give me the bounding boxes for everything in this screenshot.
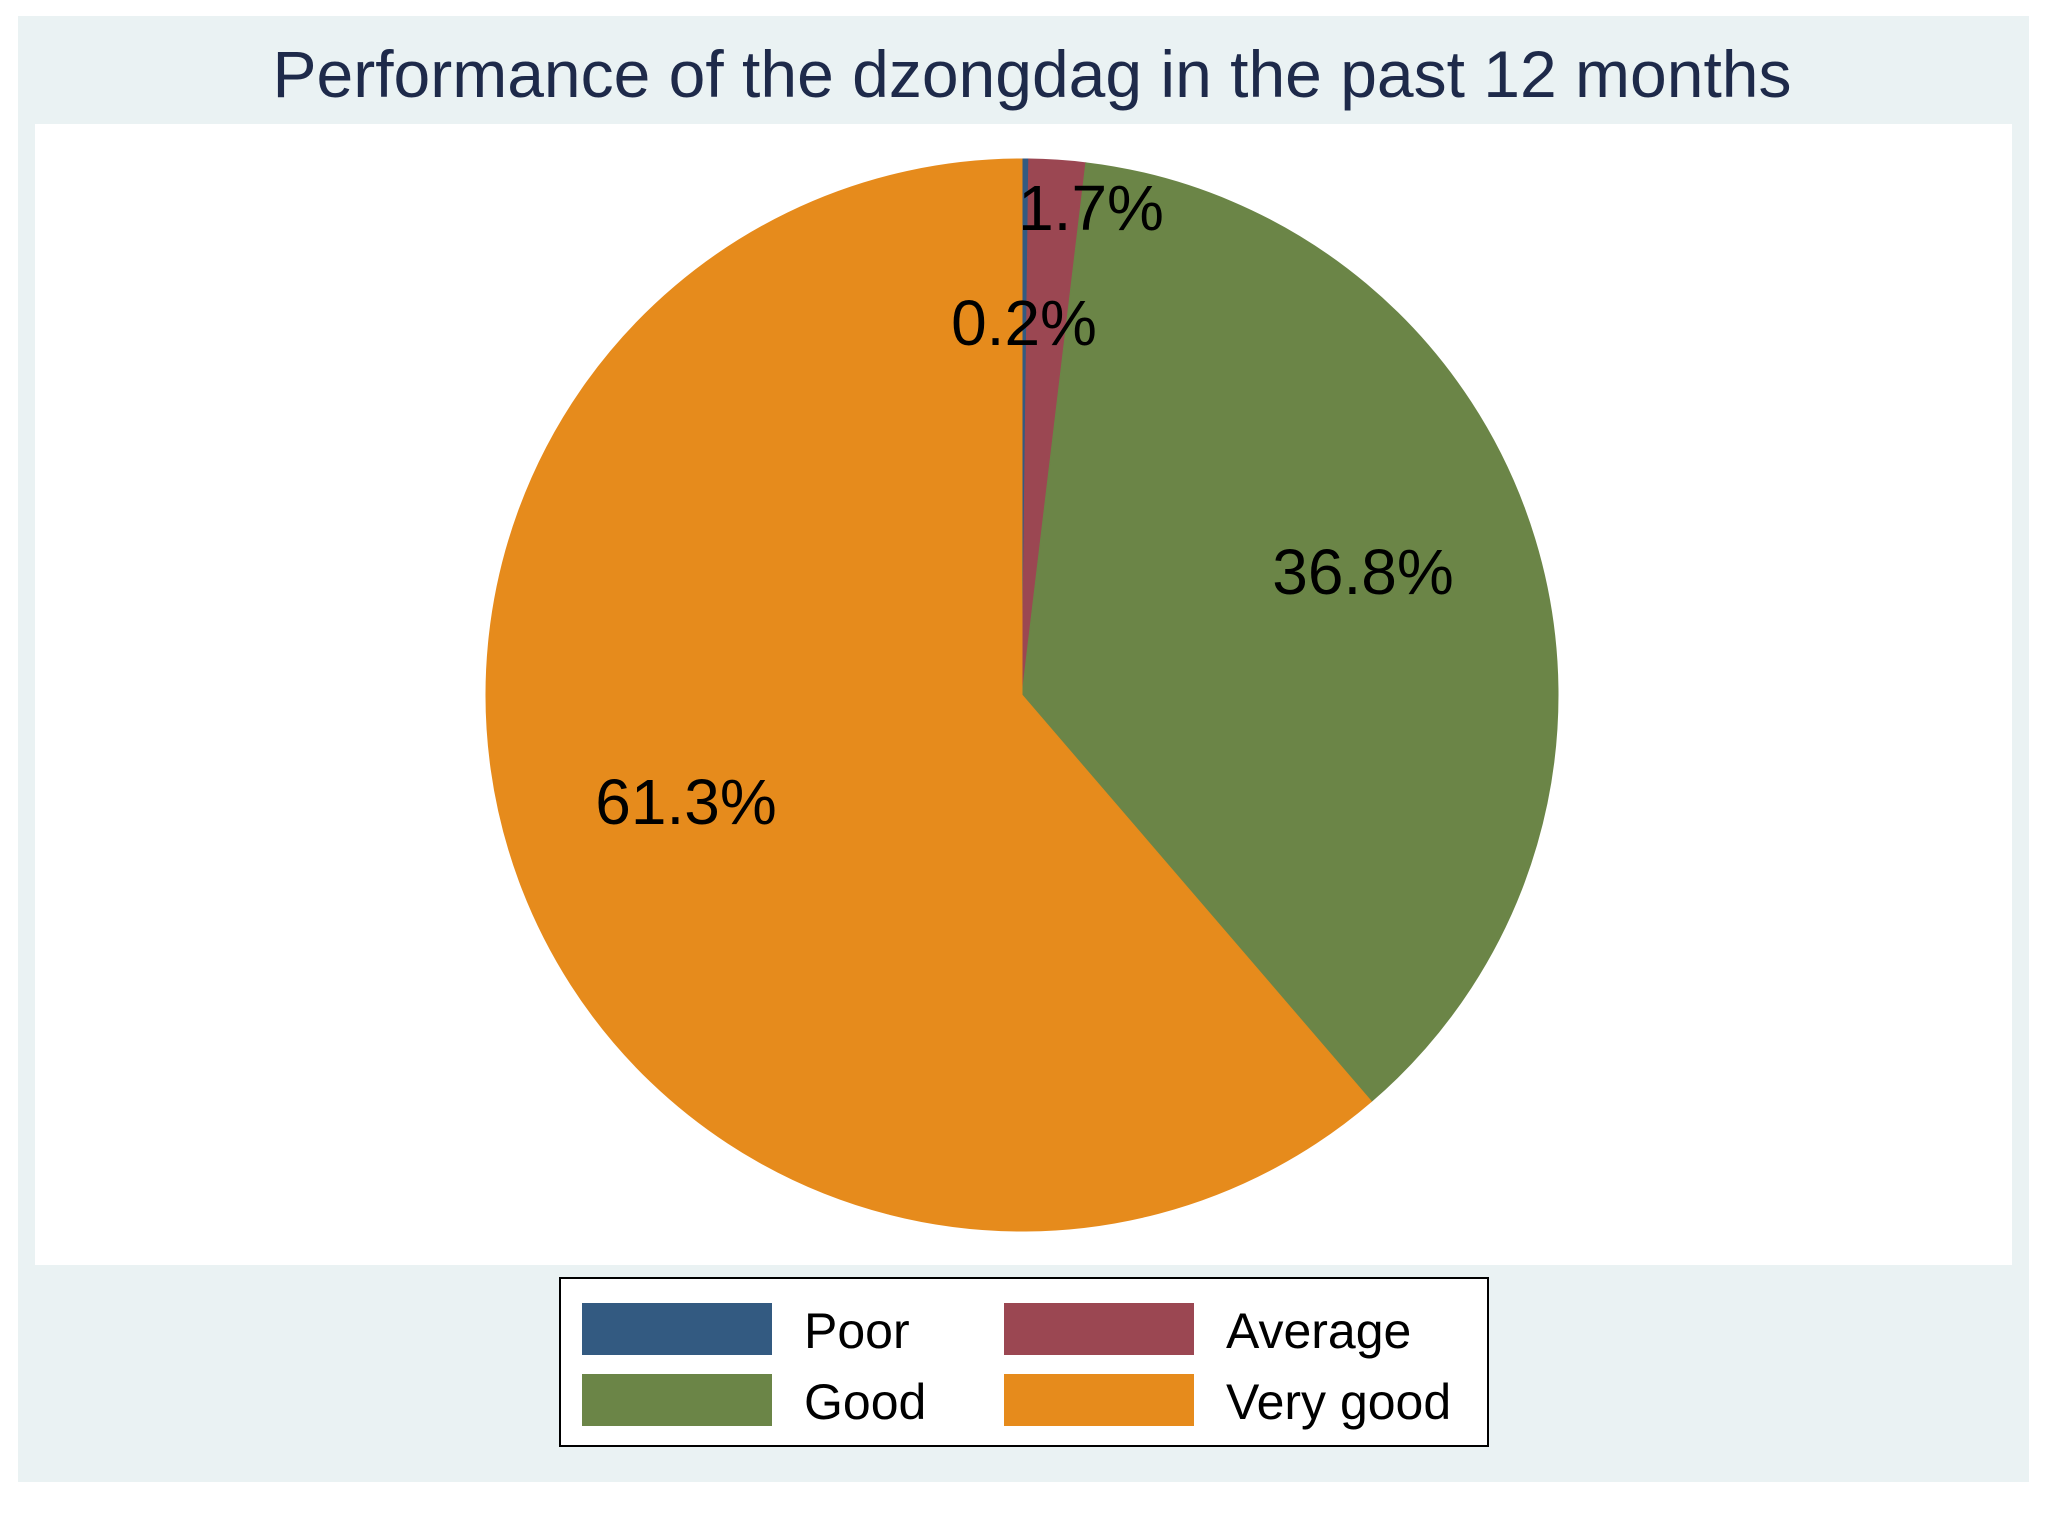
slice-label-average: 1.7%: [1018, 172, 1164, 244]
legend-items: Poor Average Good Very good: [582, 1303, 1451, 1430]
legend-swatch-very-good: [1004, 1374, 1194, 1426]
pie-slice-labels: 0.2% 1.7% 36.8% 61.3%: [595, 172, 1453, 838]
pie-slice-good: [1021, 162, 1559, 1103]
legend-label-good: Good: [804, 1374, 926, 1430]
slice-label-good: 36.8%: [1272, 536, 1453, 608]
legend-swatch-poor: [582, 1303, 772, 1355]
pie-slices: [485, 158, 1559, 1232]
chart-title: Performance of the dzongdag in the past …: [273, 37, 1792, 111]
pie-slice-very-good: [485, 158, 1373, 1232]
legend-label-poor: Poor: [804, 1303, 910, 1359]
legend-swatch-good: [582, 1374, 772, 1426]
slice-label-poor: 0.2%: [951, 287, 1097, 359]
legend-label-average: Average: [1226, 1303, 1411, 1359]
legend: Poor Average Good Very good: [559, 1277, 1489, 1447]
legend-swatch-average: [1004, 1303, 1194, 1355]
legend-label-very-good: Very good: [1226, 1374, 1451, 1430]
slice-label-very-good: 61.3%: [595, 766, 776, 838]
